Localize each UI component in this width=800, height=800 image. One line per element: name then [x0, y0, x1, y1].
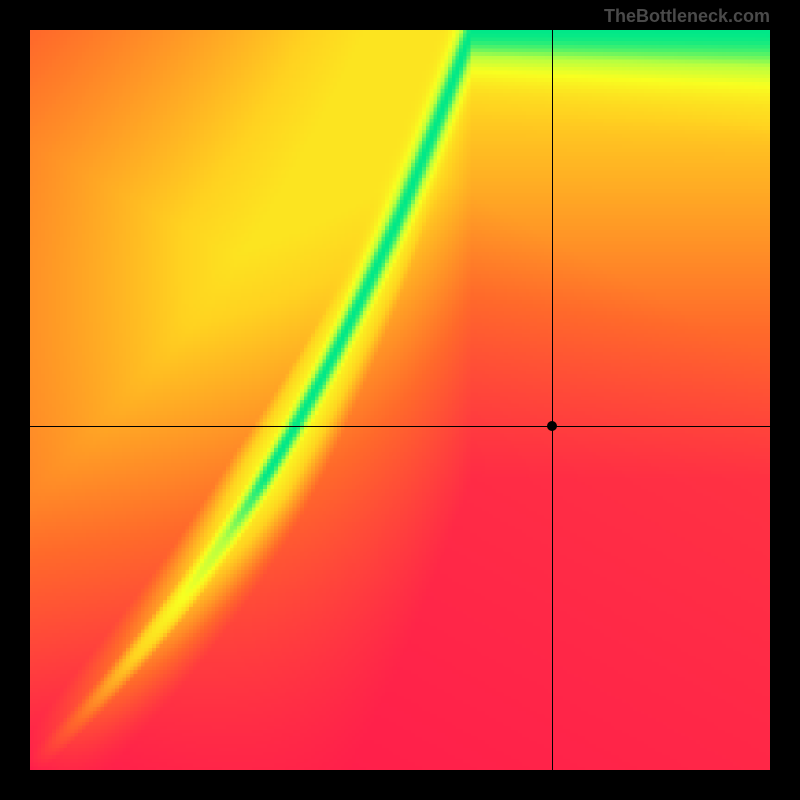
heatmap-canvas	[30, 30, 770, 770]
crosshair-horizontal-line	[30, 426, 770, 427]
marker-dot	[547, 421, 557, 431]
watermark-text: TheBottleneck.com	[604, 6, 770, 27]
crosshair-vertical-line	[552, 30, 553, 770]
heatmap-plot-area	[30, 30, 770, 770]
